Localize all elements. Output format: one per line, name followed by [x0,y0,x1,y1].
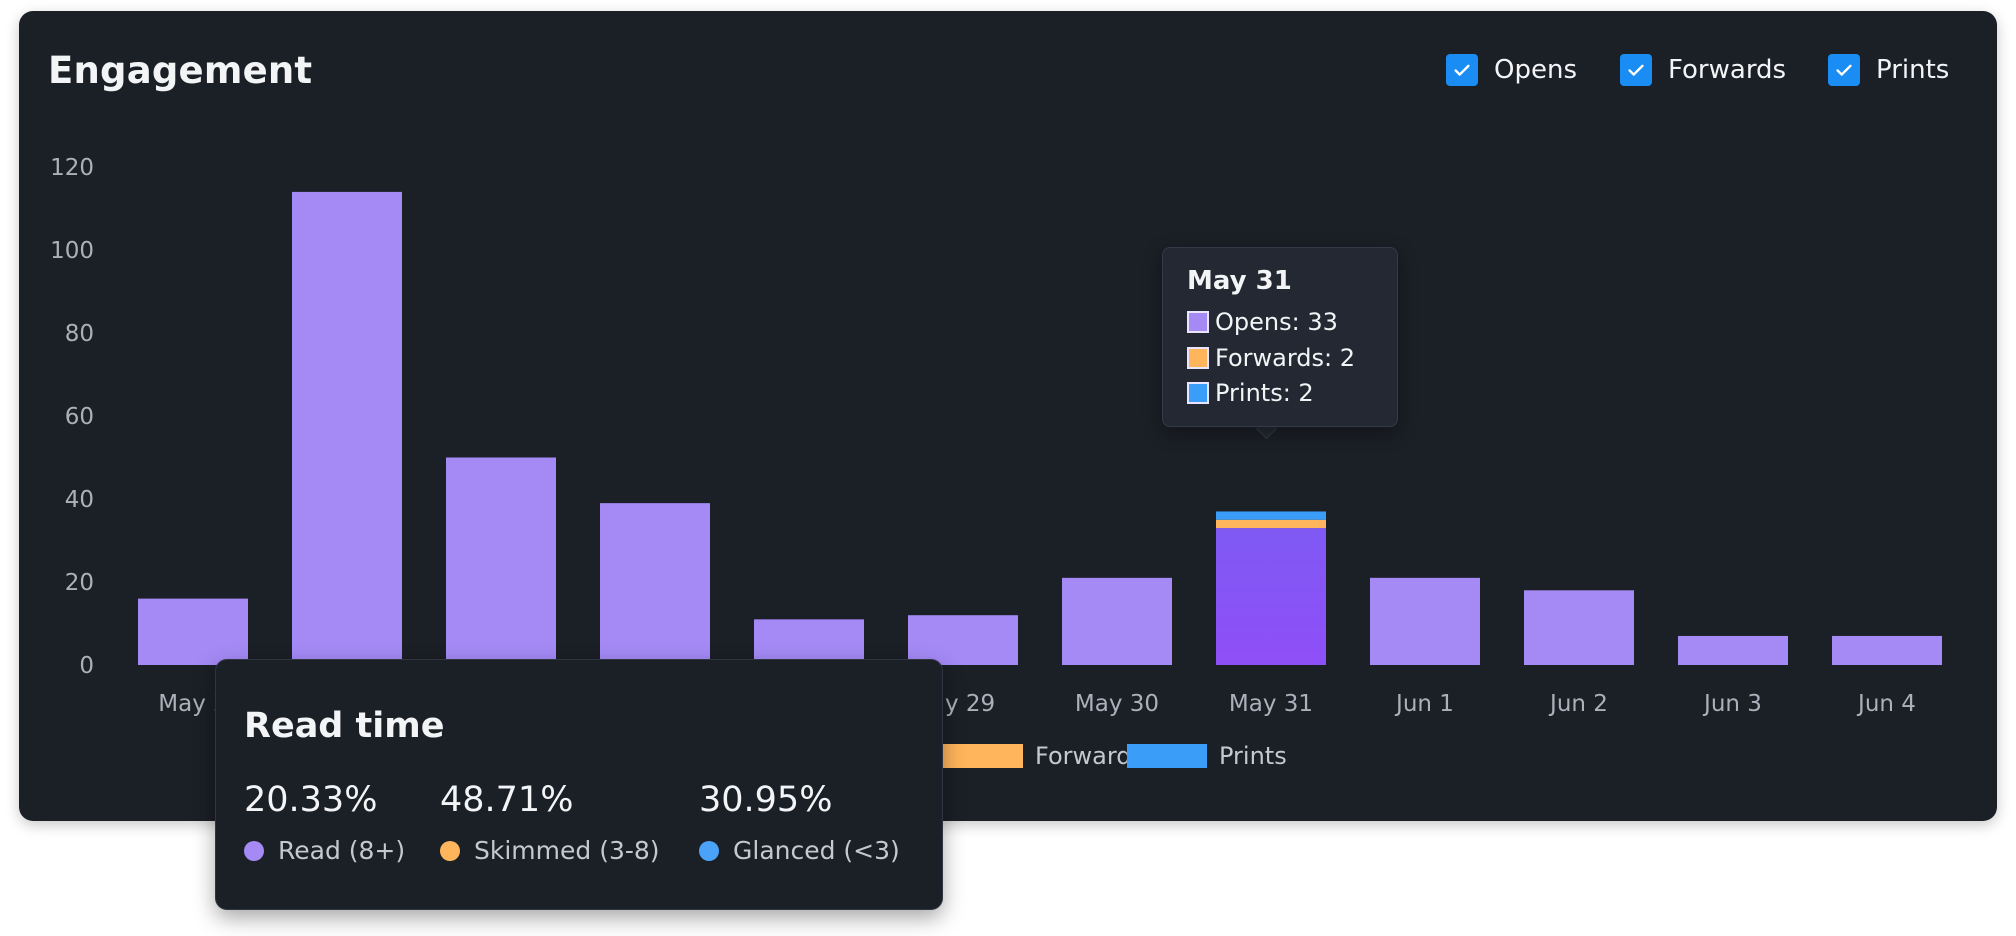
tooltip-text-prints: Prints: 2 [1215,379,1314,407]
y-tick-label: 0 [79,653,94,679]
tooltip-title: May 31 [1187,266,1292,296]
tooltip-swatch-opens [1187,311,1209,333]
legend-item-forwards[interactable]: Forwards [943,742,1144,770]
read-time-stat-skimmed: 48.71% Skimmed (3-8) [440,780,660,865]
bar-opens-9[interactable] [1524,590,1634,665]
legend-swatch-prints [1127,744,1207,768]
tooltip-row-prints: Prints: 2 [1187,379,1314,407]
y-tick-label: 120 [50,155,94,181]
bar-prints-7[interactable] [1216,511,1326,520]
bar-opens-5[interactable] [908,615,1018,665]
read-time-label-read: Read (8+) [244,836,405,865]
legend-swatch-forwards [943,744,1023,768]
read-time-label-skimmed: Skimmed (3-8) [440,836,660,865]
read-time-label-read-text: Read (8+) [278,836,406,865]
chart-tooltip: May 31 Opens: 33 Forwards: 2 Prints: 2 [1162,247,1398,427]
tooltip-row-opens: Opens: 33 [1187,308,1338,336]
bar-opens-10[interactable] [1678,635,1788,665]
checkbox-checked-icon[interactable] [1620,54,1652,86]
read-time-stat-read: 20.33% Read (8+) [244,780,405,865]
checkbox-checked-icon[interactable] [1828,54,1860,86]
dot-icon [244,840,264,861]
toggle-prints[interactable]: Prints [1828,54,1949,86]
toggle-forwards[interactable]: Forwards [1620,54,1786,86]
y-tick-label: 100 [50,238,94,264]
x-tick-label: Jun 1 [1394,691,1454,717]
y-tick-label: 80 [65,321,94,347]
tooltip-row-forwards: Forwards: 2 [1187,344,1355,372]
y-tick-label: 20 [65,570,94,596]
checkbox-checked-icon[interactable] [1446,54,1478,86]
y-tick-label: 60 [65,404,94,430]
toggle-opens-label: Opens [1494,55,1577,85]
bar-opens-6[interactable] [1062,577,1172,665]
bar-opens-3[interactable] [600,503,710,665]
bar-opens-0[interactable] [138,598,248,665]
toggle-prints-label: Prints [1876,55,1950,85]
tooltip-swatch-prints [1187,382,1209,404]
bar-opens-11[interactable] [1832,635,1942,665]
x-tick-label: May 31 [1229,691,1313,717]
y-tick-label: 40 [65,487,94,513]
read-time-label-skimmed-text: Skimmed (3-8) [474,836,660,865]
bar-opens-2[interactable] [446,457,556,666]
bar-opens-8[interactable] [1370,577,1480,665]
x-tick-label: Jun 3 [1702,691,1762,717]
legend-label-forwards: Forwards [1035,742,1145,770]
dot-icon [440,840,460,861]
read-time-card: Read time 20.33% Read (8+) 48.71% Skimme… [215,659,943,910]
legend-item-prints[interactable]: Prints [1127,742,1287,770]
x-tick-label: Jun 4 [1856,691,1916,717]
toggle-opens[interactable]: Opens [1446,54,1577,86]
x-tick-label: Jun 2 [1548,691,1608,717]
read-time-label-glanced: Glanced (<3) [699,836,900,865]
read-time-stat-glanced: 30.95% Glanced (<3) [699,780,900,865]
toggle-forwards-label: Forwards [1668,55,1787,85]
tooltip-swatch-forwards [1187,347,1209,369]
x-tick-label: May 30 [1075,691,1159,717]
read-time-value-glanced: 30.95% [699,780,833,820]
bar-opens-1[interactable] [292,191,402,665]
card-title: Engagement [48,49,313,92]
read-time-value-read: 20.33% [244,780,378,820]
legend-label-prints: Prints [1219,742,1287,770]
bar-forwards-7[interactable] [1216,519,1326,529]
bar-opens-4[interactable] [754,619,864,665]
read-time-label-glanced-text: Glanced (<3) [733,836,900,865]
dot-icon [699,840,719,861]
read-time-title: Read time [244,706,445,746]
tooltip-text-forwards: Forwards: 2 [1215,344,1356,372]
tooltip-text-opens: Opens: 33 [1215,308,1338,336]
bar-opens-7[interactable] [1216,528,1326,665]
read-time-value-skimmed: 48.71% [440,780,574,820]
